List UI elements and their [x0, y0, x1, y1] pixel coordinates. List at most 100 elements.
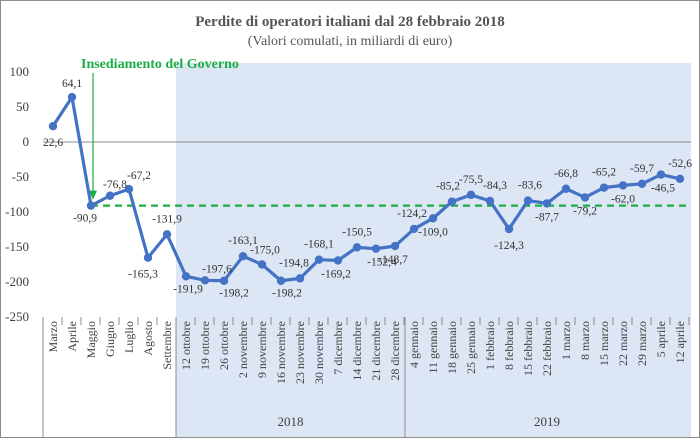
data-point — [447, 197, 457, 206]
x-tick-label: 16 novembre — [274, 321, 288, 384]
x-tick-label: 22 marzo — [616, 321, 630, 366]
x-tick-label: Settembre — [160, 321, 174, 370]
x-axis-ticks: Marzo Aprile Maggio Giugno Luglio Agosto Sette… — [46, 321, 687, 384]
data-label: -46,5 — [651, 183, 675, 195]
data-label: -79,2 — [573, 205, 597, 217]
data-point — [162, 230, 172, 239]
y-axis-ticks: 100 50 0 -50 -100 -150 -200 -250 — [5, 64, 29, 324]
data-label: -84,3 — [483, 180, 507, 192]
x-tick-label: 4 gennaio — [407, 321, 421, 368]
y-tick-label: 100 — [10, 64, 30, 79]
x-tick-label: 15 marzo — [597, 321, 611, 366]
x-tick-label: 5 aprile — [654, 321, 668, 357]
data-label: -152,4 — [367, 257, 397, 269]
data-label: -83,6 — [518, 180, 542, 192]
data-point — [409, 224, 419, 234]
data-label: -150,5 — [342, 226, 372, 238]
data-label: -191,9 — [173, 283, 203, 295]
data-point — [580, 193, 590, 202]
x-tick-label: 21 dicembre — [369, 321, 383, 381]
data-point — [67, 92, 77, 102]
data-label: -175,0 — [250, 245, 280, 257]
y-tick-label: -50 — [12, 169, 29, 184]
data-label: -109,0 — [418, 226, 448, 238]
government-annotation: Insediamento del Governo — [81, 57, 239, 200]
x-tick-label: 19 ottobre — [198, 321, 212, 370]
data-point — [466, 190, 476, 200]
data-label: -124,3 — [494, 240, 524, 252]
x-tick-label: 8 marzo — [578, 321, 592, 360]
x-tick-label: 11 gennaio — [426, 321, 440, 374]
x-tick-label: Agosto — [141, 321, 155, 356]
series-points — [48, 92, 685, 285]
x-tick-label: 7 dicembre — [331, 321, 345, 375]
data-label: -165,3 — [128, 269, 158, 281]
data-point — [428, 214, 438, 223]
data-label: -168,1 — [304, 239, 334, 251]
shaded-region — [176, 63, 691, 437]
data-point — [314, 255, 324, 264]
data-label: -52,6 — [668, 158, 692, 170]
y-tick-label: -100 — [5, 204, 29, 219]
data-label: -67,2 — [127, 170, 151, 182]
x-tick-label: 22 febbraio — [540, 321, 554, 376]
data-label: -87,7 — [535, 211, 559, 223]
data-point — [542, 199, 552, 208]
data-point — [295, 274, 305, 283]
x-tick-label: 1 marzo — [559, 321, 573, 360]
data-label: -198,2 — [219, 288, 249, 300]
data-point — [656, 170, 666, 179]
data-point — [352, 243, 362, 252]
data-label: -124,2 — [397, 208, 427, 220]
data-point — [675, 174, 685, 184]
y-tick-label: -150 — [5, 239, 29, 254]
data-point — [238, 251, 248, 261]
year-group-labels: 2018 2019 — [278, 414, 561, 429]
data-point — [86, 201, 96, 210]
x-tick-label: 2 novembre — [236, 321, 250, 378]
x-tick-label: Giugno — [103, 321, 117, 357]
year-label: 2019 — [534, 414, 560, 429]
data-point — [105, 191, 115, 200]
data-point — [257, 260, 267, 269]
x-tick-label: 14 dicembre — [350, 321, 364, 381]
data-point — [390, 241, 400, 251]
x-tick-label: 23 novembre — [293, 321, 307, 384]
x-tick-label: Luglio — [122, 321, 136, 353]
y-tick-label: -200 — [5, 274, 29, 289]
x-tick-label: 25 gennaio — [464, 321, 478, 374]
data-label: -197,6 — [202, 263, 232, 275]
data-label: -62,0 — [611, 193, 635, 205]
x-tick-label: Aprile — [65, 321, 79, 352]
x-tick-label: 8 febbraio — [502, 321, 516, 370]
data-label: -75,5 — [459, 174, 483, 186]
data-point — [200, 276, 210, 285]
year-label: 2018 — [278, 414, 304, 429]
y-tick-label: -250 — [5, 309, 29, 324]
data-label: -148,7 — [378, 254, 408, 266]
data-point — [219, 276, 229, 285]
data-point — [504, 224, 514, 234]
y-tick-label: 50 — [16, 99, 29, 114]
data-label: -198,2 — [272, 288, 302, 300]
x-tick-label: 30 novembre — [312, 321, 326, 384]
data-label: -59,7 — [630, 163, 654, 175]
data-point — [333, 256, 343, 265]
series-line — [51, 95, 681, 283]
x-tick-label: 12 ottobre — [179, 321, 193, 370]
data-label: 64,1 — [62, 78, 82, 90]
data-point — [599, 183, 609, 192]
x-tick-label: 12 aprile — [673, 321, 687, 363]
data-point — [371, 244, 381, 253]
data-label: -66,8 — [554, 168, 578, 180]
chart-subtitle: (Valori comulati, in miliardi di euro) — [248, 34, 453, 49]
data-point — [618, 181, 628, 190]
data-label: -163,1 — [228, 235, 258, 247]
data-labels: 22,6 64,1 -90,9 -76,8-67,2 -165,3 -131,9 -191,… — [43, 78, 692, 300]
x-tick-label: Marzo — [46, 321, 60, 352]
data-label: -90,9 — [73, 213, 97, 225]
data-label: -131,9 — [152, 213, 182, 225]
x-tick-label: 18 gennaio — [445, 321, 459, 374]
